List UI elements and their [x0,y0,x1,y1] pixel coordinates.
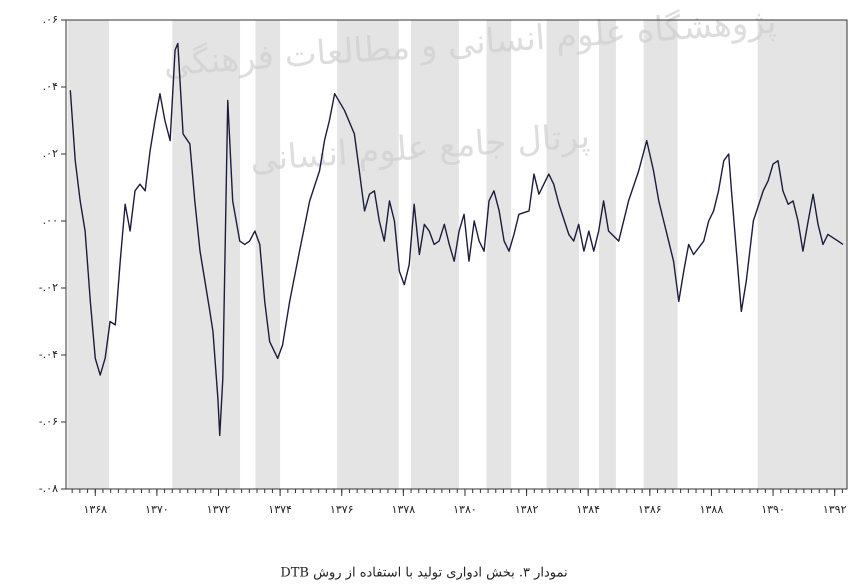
series-line [69,42,844,437]
shaded-period [757,20,847,489]
x-tick-label: ۱۳۸۲ [515,503,539,516]
shaded-period [337,20,399,489]
x-tick-label: ۱۳۸۶ [638,503,662,516]
shaded-period [546,20,579,489]
shaded-period [486,20,512,489]
y-tick-label: -.۰۴ [39,348,58,361]
watermark: پژوهشگاه علوم انسانی و مطالعات فرهنگی [162,2,777,85]
plot-frame [65,19,848,490]
x-tick-label: ۱۳۸۰ [453,503,477,516]
y-tick-label: .۰۶ [43,13,58,26]
x-tick-label: ۱۳۹۰ [761,503,785,516]
x-tick-label: ۱۳۷۲ [207,503,231,516]
y-tick-label: -.۰۲ [39,281,58,294]
y-tick-label: .۰۴ [43,80,58,93]
y-tick-label: -.۰۸ [39,482,58,495]
x-tick-label: ۱۳۸۸ [700,503,724,516]
x-tick-label: ۱۳۷۸ [392,503,416,516]
x-tick-label: ۱۳۸۴ [576,503,600,516]
x-tick-label: ۱۳۹۲ [823,503,847,516]
shaded-period [172,20,241,489]
x-tick-label: ۱۳۷۰ [145,503,169,516]
shaded-period [67,20,110,489]
y-tick-label: .۰۲ [43,147,58,160]
x-tick-label: ۱۳۷۶ [330,503,354,516]
y-tick-label: .۰۰ [43,214,58,227]
x-tick-label: ۱۳۷۴ [268,503,292,516]
shaded-period [598,20,616,489]
shaded-bands [67,20,847,489]
y-tick-label: -.۰۶ [39,415,58,428]
x-tick-label: ۱۳۶۸ [83,503,107,516]
shaded-period [255,20,281,489]
caption: نمودار ۳. بخش ادواری تولید با استفاده از… [280,566,567,581]
